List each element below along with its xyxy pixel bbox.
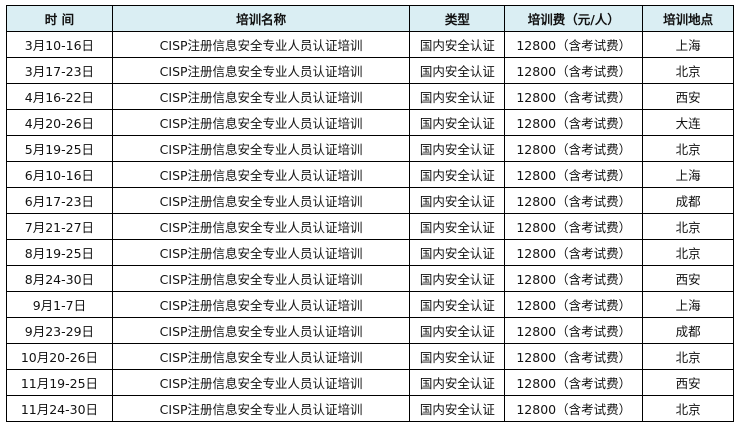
cell-fee: 12800（含考试费） xyxy=(504,135,644,162)
cell-type: 国内安全认证 xyxy=(409,239,506,266)
cell-type: 国内安全认证 xyxy=(409,213,506,240)
cell-type: 国内安全认证 xyxy=(409,109,506,136)
cell-location: 大连 xyxy=(642,109,734,136)
cell-type: 国内安全认证 xyxy=(409,395,506,422)
cell-location: 北京 xyxy=(642,135,734,162)
cell-time: 9月23-29日 xyxy=(6,317,113,344)
training-schedule-table: 时 间培训名称 类型 培训费（元/人） 培训地点 3月10-16日 CISP注册信息安全… xyxy=(6,5,734,422)
cell-fee: 12800（含考试费） xyxy=(504,213,644,240)
cell-course-name: CISP注册信息安全专业人员认证培训 xyxy=(111,83,411,110)
cell-fee: 12800（含考试费） xyxy=(504,395,644,422)
cell-fee: 12800（含考试费） xyxy=(504,187,644,214)
cell-fee: 12800（含考试费） xyxy=(504,109,644,136)
header-location: 培训地点 xyxy=(642,5,734,32)
cell-time: 4月16-22日 xyxy=(6,83,113,110)
cell-type: 国内安全认证 xyxy=(409,57,506,84)
cell-time: 11月24-30日 xyxy=(6,395,113,422)
cell-course-name: CISP注册信息安全专业人员认证培训 xyxy=(111,187,411,214)
header-row: 时 间培训名称 类型 培训费（元/人） 培训地点 xyxy=(6,5,734,32)
cell-time: 3月10-16日 xyxy=(6,31,113,58)
table-row: 9月1-7日 CISP注册信息安全专业人员认证培训 国内安全认证 12800（含考试费… xyxy=(6,291,734,318)
cell-location: 北京 xyxy=(642,213,734,240)
cell-fee: 12800（含考试费） xyxy=(504,317,644,344)
cell-type: 国内安全认证 xyxy=(409,83,506,110)
cell-fee: 12800（含考试费） xyxy=(504,265,644,292)
table-row: 10月20-26日 CISP注册信息安全专业人员认证培训 国内安全认证 12800（含… xyxy=(6,343,734,370)
cell-time: 9月1-7日 xyxy=(6,291,113,318)
cell-fee: 12800（含考试费） xyxy=(504,239,644,266)
cell-course-name: CISP注册信息安全专业人员认证培训 xyxy=(111,161,411,188)
cell-course-name: CISP注册信息安全专业人员认证培训 xyxy=(111,213,411,240)
cell-location: 北京 xyxy=(642,239,734,266)
table-row: 8月24-30日 CISP注册信息安全专业人员认证培训 国内安全认证 12800（含考… xyxy=(6,265,734,292)
cell-course-name: CISP注册信息安全专业人员认证培训 xyxy=(111,31,411,58)
cell-course-name: CISP注册信息安全专业人员认证培训 xyxy=(111,57,411,84)
cell-time: 7月21-27日 xyxy=(6,213,113,240)
cell-course-name: CISP注册信息安全专业人员认证培训 xyxy=(111,395,411,422)
cell-type: 国内安全认证 xyxy=(409,343,506,370)
table-row: 11月24-30日 CISP注册信息安全专业人员认证培训 国内安全认证 12800（含… xyxy=(6,395,734,422)
table-row: 4月20-26日 CISP注册信息安全专业人员认证培训 国内安全认证 12800（含考… xyxy=(6,109,734,136)
table-row: 3月17-23日 CISP注册信息安全专业人员认证培训 国内安全认证 12800（含考… xyxy=(6,57,734,84)
cell-location: 西安 xyxy=(642,265,734,292)
cell-type: 国内安全认证 xyxy=(409,369,506,396)
table-row: 6月17-23日 CISP注册信息安全专业人员认证培训 国内安全认证 12800（含考… xyxy=(6,187,734,214)
cell-location: 北京 xyxy=(642,343,734,370)
cell-time: 10月20-26日 xyxy=(6,343,113,370)
cell-location: 北京 xyxy=(642,57,734,84)
cell-time: 6月10-16日 xyxy=(6,161,113,188)
cell-type: 国内安全认证 xyxy=(409,291,506,318)
table-row: 11月19-25日 CISP注册信息安全专业人员认证培训 国内安全认证 12800（含… xyxy=(6,369,734,396)
cell-fee: 12800（含考试费） xyxy=(504,369,644,396)
cell-time: 6月17-23日 xyxy=(6,187,113,214)
cell-course-name: CISP注册信息安全专业人员认证培训 xyxy=(111,239,411,266)
cell-fee: 12800（含考试费） xyxy=(504,83,644,110)
cell-location: 成都 xyxy=(642,317,734,344)
header-course-name: 培训名称 xyxy=(111,5,411,32)
cell-location: 西安 xyxy=(642,83,734,110)
cell-location: 上海 xyxy=(642,31,734,58)
table-row: 4月16-22日 CISP注册信息安全专业人员认证培训 国内安全认证 12800（含考… xyxy=(6,83,734,110)
cell-type: 国内安全认证 xyxy=(409,317,506,344)
cell-type: 国内安全认证 xyxy=(409,31,506,58)
cell-fee: 12800（含考试费） xyxy=(504,31,644,58)
cell-course-name: CISP注册信息安全专业人员认证培训 xyxy=(111,265,411,292)
cell-fee: 12800（含考试费） xyxy=(504,343,644,370)
cell-location: 成都 xyxy=(642,187,734,214)
cell-location: 上海 xyxy=(642,161,734,188)
cell-course-name: CISP注册信息安全专业人员认证培训 xyxy=(111,317,411,344)
header-time: 时 间 xyxy=(6,5,113,32)
cell-type: 国内安全认证 xyxy=(409,265,506,292)
cell-location: 北京 xyxy=(642,395,734,422)
cell-type: 国内安全认证 xyxy=(409,187,506,214)
table-row: 9月23-29日 CISP注册信息安全专业人员认证培训 国内安全认证 12800（含考… xyxy=(6,317,734,344)
cell-location: 上海 xyxy=(642,291,734,318)
cell-time: 8月19-25日 xyxy=(6,239,113,266)
cell-course-name: CISP注册信息安全专业人员认证培训 xyxy=(111,343,411,370)
cell-fee: 12800（含考试费） xyxy=(504,291,644,318)
cell-fee: 12800（含考试费） xyxy=(504,161,644,188)
table-row: 7月21-27日 CISP注册信息安全专业人员认证培训 国内安全认证 12800（含考… xyxy=(6,213,734,240)
header-type: 类型 xyxy=(409,5,506,32)
cell-type: 国内安全认证 xyxy=(409,161,506,188)
header-fee: 培训费（元/人） xyxy=(504,5,644,32)
table-row: 6月10-16日 CISP注册信息安全专业人员认证培训 国内安全认证 12800（含考… xyxy=(6,161,734,188)
cell-fee: 12800（含考试费） xyxy=(504,57,644,84)
cell-time: 4月20-26日 xyxy=(6,109,113,136)
table-row: 3月10-16日 CISP注册信息安全专业人员认证培训 国内安全认证 12800（含考… xyxy=(6,31,734,58)
cell-time: 8月24-30日 xyxy=(6,265,113,292)
cell-time: 5月19-25日 xyxy=(6,135,113,162)
cell-type: 国内安全认证 xyxy=(409,135,506,162)
table-row: 8月19-25日 CISP注册信息安全专业人员认证培训 国内安全认证 12800（含考… xyxy=(6,239,734,266)
cell-course-name: CISP注册信息安全专业人员认证培训 xyxy=(111,369,411,396)
cell-course-name: CISP注册信息安全专业人员认证培训 xyxy=(111,291,411,318)
cell-location: 西安 xyxy=(642,369,734,396)
cell-time: 3月17-23日 xyxy=(6,57,113,84)
cell-course-name: CISP注册信息安全专业人员认证培训 xyxy=(111,135,411,162)
table-row: 5月19-25日 CISP注册信息安全专业人员认证培训 国内安全认证 12800（含考… xyxy=(6,135,734,162)
cell-time: 11月19-25日 xyxy=(6,369,113,396)
cell-course-name: CISP注册信息安全专业人员认证培训 xyxy=(111,109,411,136)
